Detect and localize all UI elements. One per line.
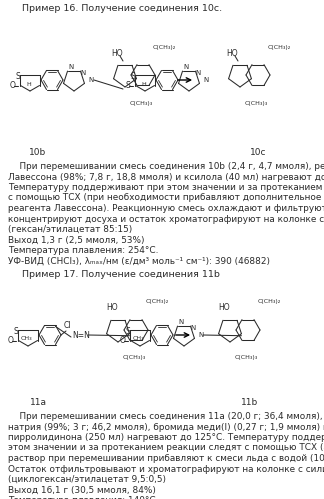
Text: N: N (203, 77, 208, 83)
Text: N: N (68, 64, 74, 70)
Text: реагента Лавессона). Реакционную смесь охлаждают и фильтруют. Жидкий слой: реагента Лавессона). Реакционную смесь о… (8, 204, 324, 213)
Text: пирролидинона (250 мл) нагревают до 125°С. Температуру поддерживают при: пирролидинона (250 мл) нагревают до 125°… (8, 433, 324, 442)
Text: этом значении и за протеканием реакции следят с помощью ТСХ (4,5 ч). Тёмный: этом значении и за протеканием реакции с… (8, 444, 324, 453)
Text: C(CH₃)₂: C(CH₃)₂ (268, 44, 291, 49)
Text: Пример 17. Получение соединения 11b: Пример 17. Получение соединения 11b (10, 270, 220, 279)
Text: концентрируют досуха и остаток хроматографируют на колонке с силикагелем: концентрируют досуха и остаток хроматогр… (8, 215, 324, 224)
Text: (циклогексан/этилацетат 9,5:0,5): (циклогексан/этилацетат 9,5:0,5) (8, 475, 166, 484)
Text: 10b: 10b (29, 148, 47, 157)
Text: S: S (15, 72, 20, 81)
Text: C(CH₃)₂: C(CH₃)₂ (258, 299, 281, 304)
Text: HO: HO (226, 48, 238, 57)
Text: O: O (120, 336, 125, 345)
Text: Выход 16,1 г (30,5 ммоля, 84%): Выход 16,1 г (30,5 ммоля, 84%) (8, 486, 156, 495)
Text: HO: HO (111, 48, 123, 57)
Text: (гексан/этилацетат 85:15): (гексан/этилацетат 85:15) (8, 225, 132, 234)
Text: Пример 16. Получение соединения 10с.: Пример 16. Получение соединения 10с. (10, 4, 222, 13)
Text: CH₃: CH₃ (20, 335, 32, 340)
Text: Cl: Cl (64, 320, 72, 329)
Text: N: N (88, 77, 93, 83)
Text: Лавессона (98%; 7,8 г, 18,8 ммоля) и ксилола (40 мл) нагревают до 120°С.: Лавессона (98%; 7,8 г, 18,8 ммоля) и кси… (8, 173, 324, 182)
Text: HO: HO (106, 303, 118, 312)
Text: N=N: N=N (72, 330, 90, 339)
Text: раствор при перемешивании прибавляют к смеси льда с водой (1000 мл).: раствор при перемешивании прибавляют к с… (8, 454, 324, 463)
Text: Остаток отфильтровывают и хроматографируют на колонке с силикагелем: Остаток отфильтровывают и хроматографиру… (8, 465, 324, 474)
Text: C(CH₃)₃: C(CH₃)₃ (123, 355, 146, 360)
Text: N: N (191, 325, 196, 331)
Text: При перемешивании смесь соединения 11а (20,0 г; 36,4 ммоля), азида: При перемешивании смесь соединения 11а (… (8, 412, 324, 421)
Text: с помощью ТСХ (при необходимости прибавляют дополнительное количество: с помощью ТСХ (при необходимости прибавл… (8, 194, 324, 203)
Text: N: N (80, 70, 86, 76)
Text: При перемешивании смесь соединения 10b (2,4 г, 4,7 ммоля), реагента: При перемешивании смесь соединения 10b (… (8, 162, 324, 171)
Text: HO: HO (218, 303, 230, 312)
Text: H: H (142, 81, 146, 86)
Text: C(CH₃)₃: C(CH₃)₃ (130, 100, 153, 105)
Text: УФ-ВИД (CHCl₃), λₘₐₓ/нм (ε/дм³ моль⁻¹ см⁻¹): 390 (46882): УФ-ВИД (CHCl₃), λₘₐₓ/нм (ε/дм³ моль⁻¹ см… (8, 256, 270, 265)
Text: O: O (9, 81, 16, 90)
Text: Температуру поддерживают при этом значении и за протеканием реакции следят: Температуру поддерживают при этом значен… (8, 183, 324, 192)
Text: N: N (183, 64, 189, 70)
Text: Температура плавления: 140°С.: Температура плавления: 140°С. (8, 496, 158, 499)
Text: C(CH₃)₂: C(CH₃)₂ (153, 44, 176, 49)
Text: натрия (99%; 3 г; 46,2 ммоля), бромида меди(I) (0,27 г; 1,9 ммоля) и 1-метил-2-: натрия (99%; 3 г; 46,2 ммоля), бромида м… (8, 423, 324, 432)
Text: N: N (195, 70, 201, 76)
Text: S: S (125, 327, 130, 336)
Text: S: S (130, 72, 135, 81)
Text: H: H (27, 81, 31, 86)
Text: C(CH₃)₃: C(CH₃)₃ (245, 100, 268, 105)
Text: Выход 1,3 г (2,5 ммоля, 53%): Выход 1,3 г (2,5 ммоля, 53%) (8, 236, 145, 245)
Text: Температура плавления: 254°С.: Температура плавления: 254°С. (8, 246, 158, 255)
Text: S: S (13, 327, 18, 336)
Text: N: N (179, 319, 184, 325)
Text: S: S (125, 81, 130, 90)
Text: CH₃: CH₃ (132, 335, 144, 340)
Text: C(CH₃)₂: C(CH₃)₂ (146, 299, 169, 304)
Text: 11а: 11а (29, 398, 47, 407)
Text: 11b: 11b (241, 398, 259, 407)
Text: O: O (7, 336, 13, 345)
Text: C(CH₃)₃: C(CH₃)₃ (235, 355, 258, 360)
Text: 10c: 10c (250, 148, 266, 157)
Text: N: N (198, 332, 203, 338)
